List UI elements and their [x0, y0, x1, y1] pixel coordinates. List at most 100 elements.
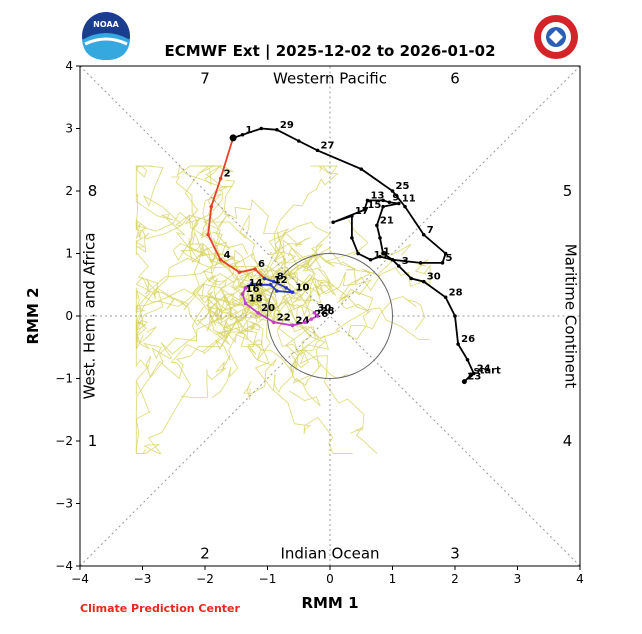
region-label-right: Maritime Continent [562, 244, 580, 389]
x-tick-label: 3 [514, 572, 522, 586]
series-point-ensemble-mean-week-1 [253, 267, 257, 271]
series-point-ensemble-mean-week-2 [268, 282, 273, 287]
series-point-observed [378, 236, 382, 240]
day-label: 6 [258, 259, 265, 270]
series-point-ensemble-mean-week-3 [256, 311, 260, 315]
series-point-observed [456, 342, 460, 346]
region-label-bottom: Indian Ocean [280, 545, 379, 563]
series-point-observed [396, 201, 401, 206]
ensemble-member-line [135, 267, 269, 343]
track-end-marker [229, 134, 237, 142]
series-point-ensemble-mean-week-1 [218, 257, 223, 262]
series-point-observed [356, 251, 360, 256]
series-point-ensemble-mean-week-3 [290, 323, 295, 328]
track-start-marker [461, 379, 467, 385]
chart-title: ECMWF Ext | 2025-12-02 to 2026-01-02 [164, 42, 495, 61]
ensemble-member-line [136, 285, 243, 454]
series-point-observed [418, 261, 423, 265]
ensemble-member-line [248, 289, 353, 454]
ensemble-member-line [260, 277, 326, 386]
day-label: 1 [383, 247, 390, 258]
x-tick-label: 1 [389, 572, 397, 586]
day-label: 21 [380, 215, 394, 226]
x-tick-label: 2 [451, 572, 459, 586]
x-tick-label: 0 [326, 572, 334, 586]
ensemble-member-line [206, 282, 262, 339]
phase-label: 4 [563, 432, 573, 450]
day-label: 27 [321, 140, 335, 151]
x-tick-label: −1 [259, 572, 277, 586]
series-point-observed [471, 371, 476, 376]
day-label: 11 [402, 194, 416, 205]
series-point-observed [409, 276, 414, 281]
series-point-ensemble-mean-week-2 [271, 279, 276, 284]
series-point-observed [387, 200, 392, 205]
x-tick-label: −3 [134, 572, 152, 586]
day-label: 20 [261, 303, 275, 314]
y-tick-label: −1 [55, 372, 73, 386]
series-point-observed [468, 373, 473, 378]
series-point-observed [403, 204, 407, 209]
day-label: 5 [446, 253, 453, 264]
x-tick-label: 4 [576, 572, 584, 586]
series-point-observed [381, 198, 385, 203]
x-tick-label: −2 [196, 572, 214, 586]
ensemble-member-line [135, 265, 278, 349]
ensemble-member-line [135, 232, 257, 311]
svg-text:NOAA: NOAA [93, 20, 119, 29]
series-point-ensemble-mean-week-1 [237, 270, 242, 275]
day-label: 1 [246, 125, 253, 136]
day-label: 7 [427, 225, 434, 236]
day-label: 2 [224, 169, 231, 180]
series-point-observed [381, 204, 385, 209]
day-label: 28 [321, 306, 335, 317]
series-line-ensemble-mean-week-3 [241, 287, 320, 327]
day-label: 13 [371, 190, 385, 201]
region-label-top: Western Pacific [273, 70, 387, 88]
day-label: 4 [224, 250, 231, 261]
day-label: 30 [317, 303, 331, 314]
nws-logo [534, 15, 578, 59]
series-point-ensemble-mean-week-2 [284, 286, 289, 290]
ensemble-member-line [176, 164, 251, 282]
series-point-observed [421, 232, 426, 237]
series-point-observed [331, 220, 335, 225]
series-point-observed [381, 251, 385, 256]
series-point-ensemble-mean-week-3 [240, 292, 245, 296]
day-label: 23 [467, 372, 481, 383]
series-point-observed [296, 139, 301, 143]
day-label: 3 [402, 256, 409, 267]
series-point-observed [443, 295, 448, 300]
day-label: 8 [277, 272, 284, 283]
day-label: 9 [392, 192, 399, 203]
series-point-ensemble-mean-week-2 [250, 281, 254, 286]
ensemble-member-line [196, 282, 271, 322]
ensemble-member-line [203, 277, 269, 355]
series-point-ensemble-mean-week-3 [243, 286, 248, 290]
series-point-ensemble-mean-week-1 [218, 176, 223, 181]
series-line-ensemble-mean-week-1 [207, 137, 266, 280]
y-axis-label: RMM 2 [24, 287, 42, 344]
ensemble-member-line [181, 275, 261, 399]
phase-label: 6 [450, 70, 460, 88]
ensemble-member-line [249, 219, 369, 309]
noaa-logo: NOAA [82, 12, 130, 60]
series-point-observed [275, 127, 279, 132]
day-label: 26 [461, 334, 475, 345]
day-label: 24 [477, 364, 491, 375]
series-point-observed [315, 148, 320, 153]
series-point-observed [368, 257, 373, 262]
series-point-ensemble-mean-week-3 [271, 320, 276, 325]
y-tick-label: 4 [65, 59, 73, 73]
ensemble-member-line [171, 176, 254, 288]
ensemble-member-line [256, 243, 412, 339]
series-point-observed [390, 257, 395, 262]
series-point-observed [390, 189, 395, 193]
series-point-observed [350, 236, 354, 240]
ensemble-member-line [267, 295, 348, 379]
series-point-ensemble-mean-week-2 [275, 289, 279, 293]
series-point-observed [259, 126, 264, 131]
y-tick-label: −2 [55, 434, 73, 448]
phase-label: 7 [200, 70, 210, 88]
